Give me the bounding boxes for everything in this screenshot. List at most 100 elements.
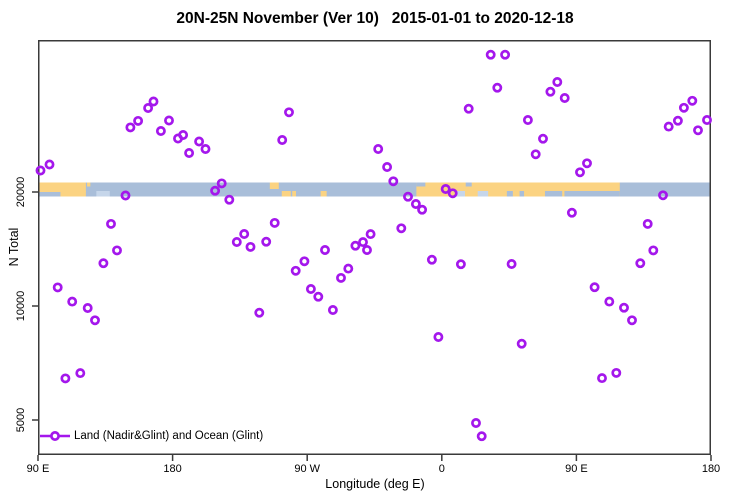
y-tick-label: 10000 [15,290,27,322]
data-point [538,133,548,144]
data-point [44,159,55,170]
data-point [530,149,541,160]
map-strip-water [477,191,489,197]
map-strip-land [87,182,91,187]
data-point [678,102,689,113]
x-tick-label: 90 W [294,463,321,475]
data-point [106,218,116,229]
data-point [112,245,122,256]
x-tick-label: 0 [438,463,445,475]
map-strip-land [320,191,327,197]
data-point [245,241,256,252]
y-tick-label: 20000 [15,176,27,208]
x-tick-label: 180 [701,463,721,475]
data-point [305,284,316,294]
data-point [155,126,166,136]
map-strip-land [269,182,279,189]
data-point [410,199,421,209]
data-point [485,49,496,60]
data-point [120,190,131,201]
data-point [98,258,109,269]
data-point [290,265,301,276]
data-point [299,256,310,267]
data-point [597,373,607,384]
data-point [440,184,451,194]
data-point [516,338,527,349]
data-point [231,237,242,247]
data-point [178,130,189,140]
data-point [269,217,280,228]
data-point [463,103,474,114]
data-point [693,125,703,136]
data-point [658,190,668,201]
x-tick-label: 180 [163,463,182,475]
data-point [403,191,413,202]
data-point [358,237,368,248]
data-point [184,148,195,158]
x-tick-label: 90 E [26,463,50,475]
map-strip-land [281,191,291,197]
map-strip-water [544,191,563,197]
data-point [552,77,563,87]
data-point [447,188,458,199]
data-point [382,162,393,172]
map-strip-water [465,182,472,187]
legend-marker-icon [40,431,70,441]
map-strip-land [38,182,86,192]
legend-label: Land (Nadir&Glint) and Ocean (Glint) [74,430,264,442]
data-point [216,178,227,189]
data-point [239,229,250,239]
data-point [492,82,503,93]
data-point [35,165,46,176]
data-point [687,95,698,106]
data-point [476,431,487,442]
data-point [545,86,556,97]
data-point [663,121,674,132]
map-strip-water [564,191,620,197]
data-point [82,303,93,313]
data-point [433,332,444,342]
data-point [200,144,211,154]
data-point [604,296,615,307]
data-point [611,367,622,378]
data-point [627,315,637,326]
data-point [589,282,600,293]
data-point [506,259,517,269]
map-strip-land [292,191,296,197]
data-point [90,315,100,326]
map-strip-land [60,191,86,197]
data-point [261,236,272,247]
plot-frame [38,40,711,455]
data-point [388,176,399,187]
data-point [320,245,330,255]
data-point [575,167,585,178]
data-point [522,115,533,125]
data-point [396,223,407,234]
data-point [642,218,653,229]
data-point [582,158,592,169]
data-point [417,204,428,215]
data-point [224,194,235,205]
data-point [672,115,683,126]
data-point [343,263,354,274]
data-point [284,107,294,118]
data-point [148,96,159,107]
data-point [559,93,570,103]
data-point [566,207,577,218]
data-point [350,240,361,251]
data-point [60,373,71,384]
data-point [194,136,205,147]
chart-title: 20N-25N November (Ver 10) 2015-01-01 to … [176,10,574,27]
x-tick-label: 90 E [565,463,588,475]
data-point [75,368,86,379]
data-point [619,302,629,313]
data-point [254,307,265,318]
data-point [373,144,384,154]
data-point [133,115,144,126]
data-point [365,229,376,240]
data-point [635,258,646,269]
data-point [313,291,324,302]
data-point [327,305,338,315]
